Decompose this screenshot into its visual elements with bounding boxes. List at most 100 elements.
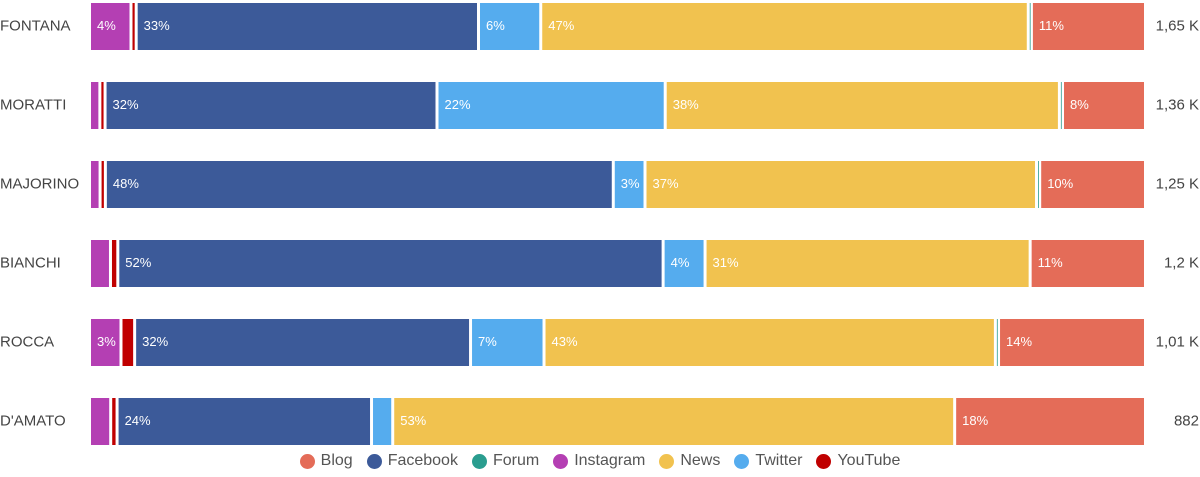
category-label-moratti: MORATTI (0, 96, 66, 113)
bar-segment-rocca-news[interactable] (545, 319, 994, 366)
bar-segment-moratti-instagram[interactable] (91, 82, 99, 129)
legend-swatch-facebook (366, 453, 382, 469)
data-label-majorino-news: 37% (653, 176, 679, 191)
bar-segment-fontana-instagram[interactable] (91, 3, 130, 50)
data-label-moratti-blog: 8% (1070, 97, 1089, 112)
data-label-fontana-blog: 11% (1039, 18, 1064, 33)
chart-legend: Blog Facebook Forum Instagram News Twitter You… (0, 449, 1200, 473)
data-label-d-amato-news: 53% (400, 413, 426, 428)
data-label-rocca-twitter: 7% (478, 334, 497, 349)
legend-swatch-instagram (553, 453, 569, 469)
legend-item-twitter[interactable]: Twitter (734, 452, 802, 470)
data-label-bianchi-blog: 11% (1038, 255, 1063, 270)
bar-segment-fontana-news[interactable] (542, 3, 1027, 50)
data-label-fontana-facebook: 33% (144, 18, 170, 33)
bar-segment-rocca-blog[interactable] (1000, 319, 1144, 366)
bar-segment-rocca-facebook[interactable] (136, 319, 470, 366)
legend-label-news: News (680, 452, 721, 469)
legend-label-twitter: Twitter (755, 452, 803, 469)
data-label-bianchi-news: 31% (713, 255, 739, 270)
data-label-bianchi-facebook: 52% (125, 255, 151, 270)
bar-segment-bianchi-instagram[interactable] (91, 240, 109, 287)
stacked-bar-chart: FONTANA 4% 33% 6% 47% 11% 1,65 K MORATTI 32% 22% 3… (0, 3, 1199, 445)
data-label-moratti-news: 38% (673, 97, 699, 112)
total-label-bianchi: 1,2 K (1164, 254, 1199, 271)
bar-segment-moratti-facebook[interactable] (106, 82, 436, 129)
bar-segment-moratti-forum[interactable] (1060, 82, 1062, 129)
bar-segment-majorino-facebook[interactable] (106, 161, 612, 208)
bar-segment-bianchi-facebook[interactable] (119, 240, 662, 287)
legend-item-forum[interactable]: Forum (471, 452, 540, 470)
bar-segment-majorino-blog[interactable] (1041, 161, 1144, 208)
bar-segment-rocca-youtube[interactable] (122, 319, 134, 366)
data-label-rocca-blog: 14% (1006, 334, 1032, 349)
legend-label-forum: Forum (492, 452, 540, 469)
bar-segment-d-amato-instagram[interactable] (91, 398, 110, 445)
data-label-majorino-twitter: 3% (621, 176, 640, 191)
bar-segment-bianchi-twitter[interactable] (664, 240, 704, 287)
bar-segment-majorino-youtube[interactable] (101, 161, 104, 208)
bar-segment-fontana-youtube[interactable] (132, 3, 135, 50)
bar-segment-d-amato-facebook[interactable] (118, 398, 371, 445)
category-label-bianchi: BIANCHI (0, 254, 61, 271)
legend-swatch-blog (299, 453, 315, 469)
bar-segment-moratti-twitter[interactable] (438, 82, 664, 129)
total-label-fontana: 1,65 K (1156, 17, 1199, 34)
total-label-moratti: 1,36 K (1156, 96, 1199, 113)
bar-segment-majorino-instagram[interactable] (91, 161, 99, 208)
data-label-bianchi-twitter: 4% (671, 255, 690, 270)
bar-segment-d-amato-blog[interactable] (956, 398, 1144, 445)
category-label-fontana: FONTANA (0, 17, 71, 34)
legend-label-instagram: Instagram (574, 452, 646, 469)
total-label-rocca: 1,01 K (1156, 333, 1199, 350)
bar-segment-moratti-blog[interactable] (1064, 82, 1144, 129)
bar-segment-d-amato-news[interactable] (394, 398, 954, 445)
legend-item-blog[interactable]: Blog (299, 452, 353, 470)
bar-segment-bianchi-news[interactable] (706, 240, 1029, 287)
total-label-majorino: 1,25 K (1156, 175, 1199, 192)
legend-swatch-twitter (734, 453, 750, 469)
data-label-rocca-news: 43% (552, 334, 578, 349)
legend-swatch-youtube (816, 453, 832, 469)
data-label-rocca-facebook: 32% (142, 334, 168, 349)
bar-segment-d-amato-twitter[interactable] (373, 398, 392, 445)
legend-item-youtube[interactable]: YouTube (816, 452, 900, 470)
bar-segment-moratti-youtube[interactable] (101, 82, 104, 129)
legend-item-news[interactable]: News (659, 452, 720, 470)
category-label-majorino: MAJORINO (0, 175, 79, 192)
legend-item-instagram[interactable]: Instagram (553, 452, 645, 470)
category-label-rocca: ROCCA (0, 333, 54, 350)
category-label-d-amato: D'AMATO (0, 412, 66, 429)
bar-segment-rocca-forum[interactable] (996, 319, 998, 366)
data-label-majorino-facebook: 48% (113, 176, 139, 191)
data-label-majorino-blog: 10% (1047, 176, 1073, 191)
data-label-moratti-facebook: 32% (113, 97, 139, 112)
data-label-d-amato-facebook: 24% (125, 413, 151, 428)
bar-segment-rocca-instagram[interactable] (91, 319, 120, 366)
data-label-moratti-twitter: 22% (445, 97, 471, 112)
legend-item-facebook[interactable]: Facebook (366, 452, 458, 470)
total-label-d-amato: 882 (1174, 412, 1199, 429)
data-label-fontana-twitter: 6% (486, 18, 505, 33)
bar-segment-fontana-blog[interactable] (1032, 3, 1144, 50)
bar-segment-fontana-forum[interactable] (1029, 3, 1031, 50)
bar-segment-fontana-twitter[interactable] (480, 3, 540, 50)
legend-label-facebook: Facebook (387, 452, 458, 469)
data-label-rocca-instagram: 3% (97, 334, 116, 349)
bar-segment-majorino-twitter[interactable] (614, 161, 644, 208)
legend-label-youtube: YouTube (837, 452, 901, 469)
legend-swatch-forum (471, 453, 487, 469)
bar-segment-d-amato-youtube[interactable] (112, 398, 116, 445)
bar-segment-fontana-facebook[interactable] (137, 3, 477, 50)
bar-segment-moratti-news[interactable] (666, 82, 1058, 129)
data-label-d-amato-blog: 18% (962, 413, 988, 428)
bar-segment-bianchi-blog[interactable] (1031, 240, 1144, 287)
bar-segment-majorino-forum[interactable] (1038, 161, 1039, 208)
data-label-fontana-news: 47% (548, 18, 574, 33)
bar-segment-majorino-news[interactable] (646, 161, 1036, 208)
bar-segment-rocca-twitter[interactable] (472, 319, 543, 366)
legend-swatch-news (659, 453, 675, 469)
bar-segment-bianchi-youtube[interactable] (111, 240, 117, 287)
data-label-fontana-instagram: 4% (97, 18, 116, 33)
legend-label-blog: Blog (320, 452, 353, 469)
